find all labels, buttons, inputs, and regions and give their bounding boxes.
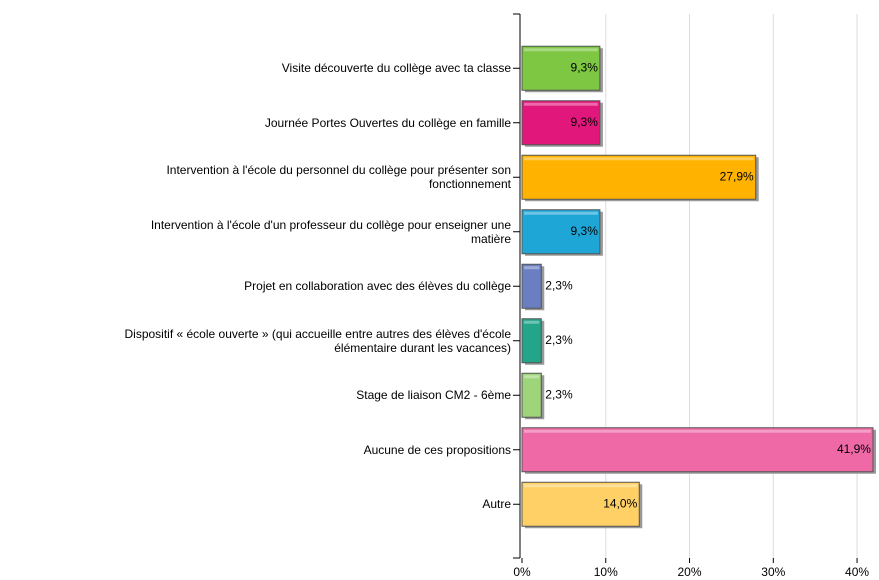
bar-highlight (524, 320, 540, 324)
bar-highlight (524, 429, 871, 433)
y-tick-label: Projet en collaboration avec des élèves … (244, 279, 511, 294)
bar-highlight (524, 48, 598, 52)
value-label: 27,9% (720, 169, 754, 183)
value-label: 14,0% (603, 496, 637, 510)
y-tick-label: Aucune de ces propositions (363, 442, 511, 457)
x-tick-label: 30% (761, 565, 785, 579)
bar-highlight (524, 102, 598, 106)
value-label: 2,3% (545, 278, 573, 292)
bar (521, 263, 542, 309)
bar-highlight (524, 375, 540, 379)
bar (521, 100, 601, 146)
y-tick-label: Visite découverte du collège avec ta cla… (281, 61, 511, 76)
x-tick-label: 10% (594, 565, 618, 579)
bar-highlight (524, 157, 754, 161)
value-label: 9,3% (571, 60, 599, 74)
bar-highlight (524, 484, 638, 488)
bar (521, 372, 542, 418)
y-tick-label: Dispositif « école ouverte » (qui accuei… (124, 326, 511, 355)
bar (521, 154, 757, 200)
value-label: 9,3% (571, 224, 599, 238)
value-label: 9,3% (571, 115, 599, 129)
y-tick-label: Intervention à l'école d'un professeur d… (150, 217, 511, 246)
bar (521, 209, 601, 255)
y-tick-label: Autre (482, 497, 511, 512)
bar (521, 481, 640, 527)
bar (521, 427, 874, 473)
y-tick-label: Journée Portes Ouvertes du collège en fa… (264, 115, 511, 130)
bar-highlight (524, 211, 598, 215)
y-tick-label: Intervention à l'école du personnel du c… (166, 163, 511, 192)
value-label: 2,3% (545, 333, 573, 347)
x-tick-label: 0% (513, 565, 531, 579)
x-tick-label: 20% (678, 565, 702, 579)
x-tick-label: 40% (845, 565, 869, 579)
y-tick-label: Stage de liaison CM2 - 6ème (356, 388, 511, 403)
value-label: 41,9% (837, 442, 871, 456)
bar-highlight (524, 266, 540, 270)
value-label: 2,3% (545, 387, 573, 401)
bar (521, 45, 601, 91)
bar (521, 318, 542, 364)
